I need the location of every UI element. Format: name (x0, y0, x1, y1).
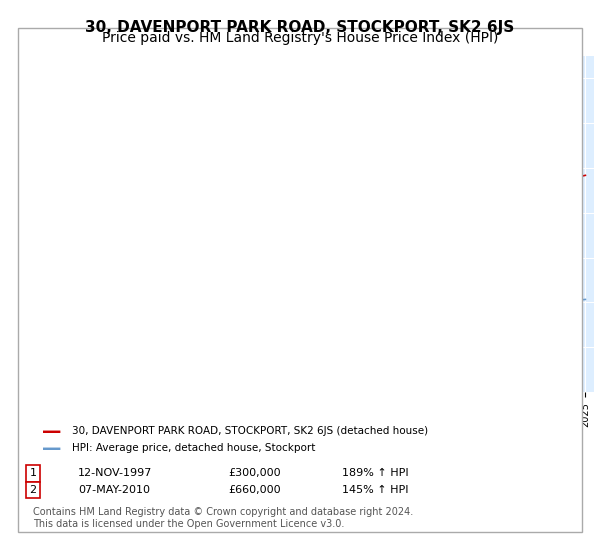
Text: Contains HM Land Registry data © Crown copyright and database right 2024.: Contains HM Land Registry data © Crown c… (33, 507, 413, 517)
Text: 189% ↑ HPI: 189% ↑ HPI (342, 468, 409, 478)
Text: 30, DAVENPORT PARK ROAD, STOCKPORT, SK2 6JS (detached house): 30, DAVENPORT PARK ROAD, STOCKPORT, SK2 … (72, 426, 428, 436)
Text: 2: 2 (29, 485, 37, 495)
Text: HPI: Average price, detached house, Stockport: HPI: Average price, detached house, Stoc… (72, 443, 316, 453)
Text: —: — (42, 422, 61, 441)
Text: 07-MAY-2010: 07-MAY-2010 (78, 485, 150, 495)
Text: This data is licensed under the Open Government Licence v3.0.: This data is licensed under the Open Gov… (33, 519, 344, 529)
Text: —: — (42, 438, 61, 458)
Text: 145% ↑ HPI: 145% ↑ HPI (342, 485, 409, 495)
Text: Price paid vs. HM Land Registry's House Price Index (HPI): Price paid vs. HM Land Registry's House … (102, 31, 498, 45)
Text: 2: 2 (329, 73, 337, 86)
Text: £300,000: £300,000 (228, 468, 281, 478)
Text: 12-NOV-1997: 12-NOV-1997 (78, 468, 152, 478)
Text: 1: 1 (115, 73, 122, 86)
Text: 30, DAVENPORT PARK ROAD, STOCKPORT, SK2 6JS: 30, DAVENPORT PARK ROAD, STOCKPORT, SK2 … (85, 20, 515, 35)
Text: £660,000: £660,000 (228, 485, 281, 495)
Text: 1: 1 (29, 468, 37, 478)
